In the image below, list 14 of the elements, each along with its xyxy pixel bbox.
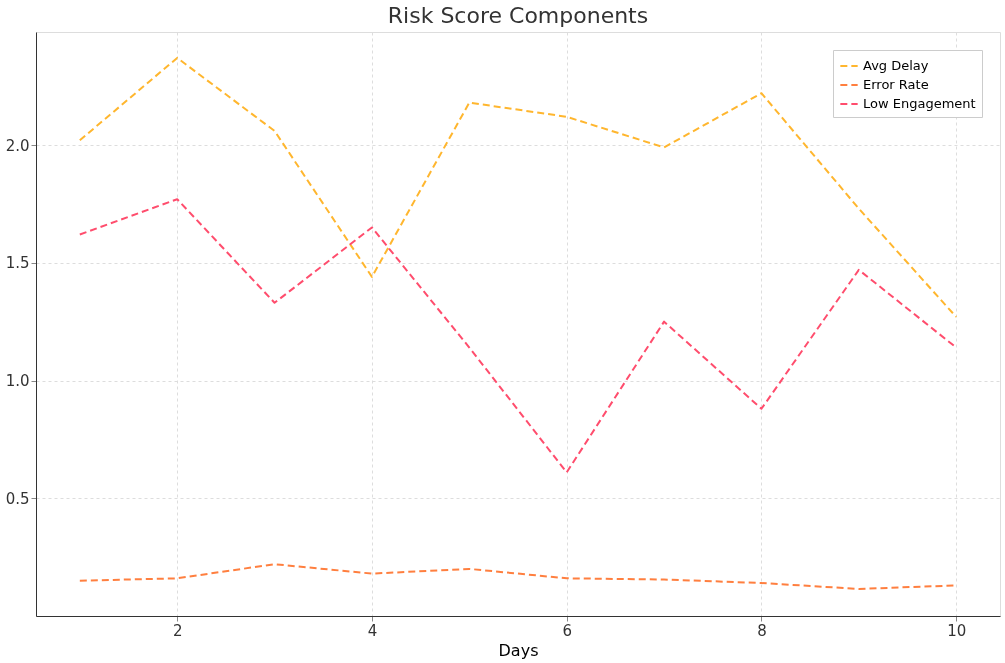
legend-label: Avg Delay <box>863 58 929 73</box>
x-tick-label: 2 <box>172 621 183 640</box>
y-tick-label: 2.0 <box>5 136 30 155</box>
y-tick-label: 1.5 <box>5 254 30 273</box>
y-tick-label: 0.5 <box>5 489 30 508</box>
legend-label: Error Rate <box>863 77 929 92</box>
chart-title: Risk Score Components <box>387 3 649 28</box>
x-tick-label: 4 <box>367 621 378 640</box>
x-axis-title: Days <box>498 640 539 660</box>
y-tick-label: 1.0 <box>5 372 30 391</box>
legend-label: Low Engagement <box>863 96 976 111</box>
x-tick-label: 6 <box>562 621 572 640</box>
x-tick-label: 8 <box>757 621 767 640</box>
x-tick-label: 10 <box>947 621 967 640</box>
